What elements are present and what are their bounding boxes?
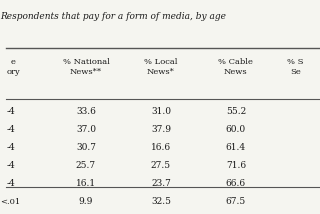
Text: 67.5: 67.5: [226, 197, 246, 206]
Text: -4: -4: [6, 143, 15, 152]
Text: Respondents that pay for a form of media, by age: Respondents that pay for a form of media…: [0, 12, 226, 21]
Text: 32.5: 32.5: [151, 197, 171, 206]
Text: -4: -4: [6, 179, 15, 188]
Text: 66.6: 66.6: [226, 179, 246, 188]
Text: 23.7: 23.7: [151, 179, 171, 188]
Text: 27.5: 27.5: [151, 161, 171, 170]
Text: 16.1: 16.1: [76, 179, 96, 188]
Text: % Local
News*: % Local News*: [144, 58, 178, 76]
Text: % S
Se: % S Se: [287, 58, 303, 76]
Text: -4: -4: [6, 107, 15, 116]
Text: 55.2: 55.2: [226, 107, 246, 116]
Text: -4: -4: [6, 161, 15, 170]
Text: % National
News**: % National News**: [62, 58, 109, 76]
Text: -4: -4: [6, 125, 15, 134]
Text: 33.6: 33.6: [76, 107, 96, 116]
Text: 37.0: 37.0: [76, 125, 96, 134]
Text: % Cable
News: % Cable News: [219, 58, 253, 76]
Text: e
ory: e ory: [6, 58, 20, 76]
Text: 9.9: 9.9: [79, 197, 93, 206]
Text: 71.6: 71.6: [226, 161, 246, 170]
Text: 31.0: 31.0: [151, 107, 171, 116]
Text: 37.9: 37.9: [151, 125, 171, 134]
Text: 30.7: 30.7: [76, 143, 96, 152]
Text: <.01: <.01: [0, 198, 20, 206]
Text: 16.6: 16.6: [151, 143, 171, 152]
Text: 25.7: 25.7: [76, 161, 96, 170]
Text: 61.4: 61.4: [226, 143, 246, 152]
Text: 60.0: 60.0: [226, 125, 246, 134]
